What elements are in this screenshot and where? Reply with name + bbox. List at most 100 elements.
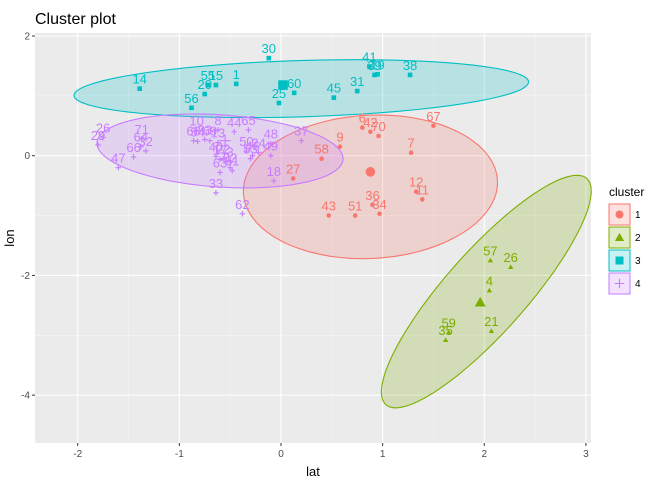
cluster-2-point (488, 328, 495, 334)
cluster-4-point (95, 142, 101, 148)
cluster-3-point (291, 90, 297, 96)
point-label: 51 (348, 199, 362, 214)
cluster-2-center (474, 296, 486, 307)
cluster-3-center (278, 80, 288, 90)
x-tick-label: 0 (278, 449, 284, 460)
point-label: 36 (365, 188, 379, 203)
cluster-4-point (249, 152, 256, 159)
chart-title: Cluster plot (35, 11, 116, 28)
point-label: 29 (91, 128, 105, 143)
plot-panel (35, 33, 591, 443)
point-label: 47 (111, 151, 125, 166)
x-tick-label: 3 (583, 449, 589, 460)
cluster-4-point (213, 190, 219, 196)
point-label: 59 (441, 315, 455, 330)
cluster-3-point (276, 100, 282, 106)
point-label: 45 (327, 81, 341, 96)
cluster-4-point (100, 134, 106, 141)
cluster-2-point (446, 329, 452, 335)
cluster-2-ellipse (380, 174, 592, 409)
cluster-4-point (207, 137, 213, 144)
point-label: 54 (190, 124, 204, 139)
cluster-1-point (377, 211, 382, 217)
point-label: 40 (209, 139, 223, 154)
cluster-4-point (215, 139, 221, 146)
point-label: 41 (362, 50, 376, 65)
point-label: 32 (139, 134, 153, 149)
legend-key-4-symbol (614, 278, 625, 289)
legend-key-1-symbol (615, 210, 624, 219)
cluster-3-point (375, 71, 380, 77)
cluster-3-ellipse (73, 59, 530, 119)
legend-title: cluster (609, 185, 644, 199)
cluster-1-point (319, 156, 324, 161)
cluster-4-point (239, 210, 246, 217)
cluster-2-point (508, 264, 514, 270)
cluster-4-point (213, 153, 219, 160)
x-axis-ticks: -2 -1 0 1 2 3 (73, 443, 589, 460)
point-label: 60 (287, 76, 301, 91)
point-label: 4 (486, 273, 493, 288)
point-label: 70 (371, 119, 385, 134)
point-label: 61 (225, 154, 239, 169)
cluster-4-point (115, 164, 122, 171)
point-label: 14 (132, 72, 146, 87)
cluster-1-point (290, 176, 296, 181)
cluster-4-point (227, 158, 233, 165)
legend-key-3-symbol (615, 256, 624, 265)
point-label: 67 (426, 109, 440, 124)
point-label: 49 (264, 139, 278, 154)
cluster-3-point (354, 88, 360, 94)
cluster-4-center (219, 134, 231, 147)
cluster-4-point (247, 155, 254, 162)
cluster-4-point (268, 140, 274, 147)
point-label: 42 (363, 115, 377, 130)
y-tick-label: -2 (21, 271, 30, 282)
cluster-3-point (367, 64, 372, 69)
point-label: 64 (133, 130, 147, 145)
y-tick-label: 0 (24, 151, 30, 162)
point-label: 19 (370, 57, 384, 72)
y-axis-title: lon (2, 229, 17, 246)
point-label: 20 (198, 77, 212, 92)
cluster-1-point (408, 150, 414, 156)
point-label: 6 (359, 111, 366, 126)
point-label: 52 (223, 151, 237, 166)
point-label: 11 (416, 182, 430, 197)
cluster-2-point (443, 337, 449, 343)
cluster-1-point (337, 144, 343, 150)
point-label: 8 (214, 113, 221, 128)
point-label: 63 (213, 155, 227, 170)
cluster-3-point (372, 72, 377, 78)
point-label: 55 (201, 68, 215, 83)
cluster-4-point (137, 143, 144, 150)
point-label: 69 (203, 124, 217, 139)
point-label: 43 (322, 199, 336, 214)
cluster-4-point (268, 152, 274, 159)
cluster-4-point (217, 156, 223, 163)
point-label: 22 (216, 142, 230, 157)
cluster-4-point (229, 167, 235, 174)
point-label: 46 (245, 139, 259, 154)
y-tick-label: 2 (24, 31, 30, 42)
point-label: 58 (314, 142, 328, 157)
point-label: 3 (227, 145, 234, 160)
point-label: 15 (209, 68, 223, 83)
point-label: 12 (409, 175, 423, 190)
cluster-1-point (368, 129, 373, 135)
point-label: 31 (350, 74, 364, 89)
cluster-3-point (266, 55, 272, 61)
x-tick-label: -1 (175, 449, 184, 460)
legend-label-2: 2 (635, 233, 641, 244)
cluster-4-point (271, 178, 277, 184)
cluster-1-point (352, 213, 358, 218)
cluster-4-point (194, 138, 201, 145)
point-label: 39 (367, 58, 381, 73)
x-tick-label: -2 (73, 449, 82, 460)
point-label: 50 (239, 134, 253, 149)
point-label: 18 (267, 164, 281, 179)
point-label: 27 (286, 161, 300, 176)
point-label: 48 (264, 127, 278, 142)
cluster-1-ellipse (242, 114, 499, 260)
